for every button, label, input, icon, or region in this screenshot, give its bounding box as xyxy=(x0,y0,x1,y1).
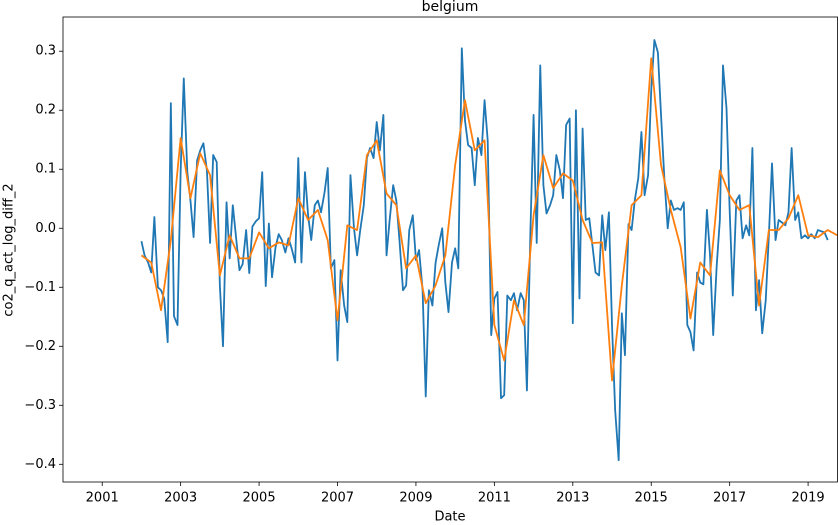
y-tick-label: 0.0 xyxy=(35,221,56,236)
x-tick-label: 2013 xyxy=(556,491,589,506)
x-tick-label: 2019 xyxy=(792,491,825,506)
x-tick-label: 2017 xyxy=(713,491,746,506)
x-tick-label: 2009 xyxy=(399,491,432,506)
y-tick-label: −0.1 xyxy=(24,280,56,295)
y-tick-label: 0.2 xyxy=(35,103,56,118)
y-tick-label: −0.2 xyxy=(24,339,56,354)
series-line xyxy=(140,39,829,462)
x-tick-label: 2007 xyxy=(321,491,354,506)
y-tick-label: 0.3 xyxy=(35,44,56,59)
chart-title: belgium xyxy=(422,0,479,15)
x-tick-label: 2015 xyxy=(635,491,668,506)
x-tick-label: 2001 xyxy=(86,491,119,506)
y-tick-label: 0.1 xyxy=(35,162,56,177)
y-tick-label: −0.3 xyxy=(24,398,56,413)
y-tick-label: −0.4 xyxy=(24,457,56,472)
x-tick-label: 2005 xyxy=(243,491,276,506)
series-line xyxy=(140,57,838,382)
y-axis-label: co2_q_act_log_diff_2 xyxy=(2,183,17,316)
x-tick-label: 2011 xyxy=(478,491,511,506)
x-tick-label: 2003 xyxy=(164,491,197,506)
x-axis-label: Date xyxy=(434,510,465,525)
